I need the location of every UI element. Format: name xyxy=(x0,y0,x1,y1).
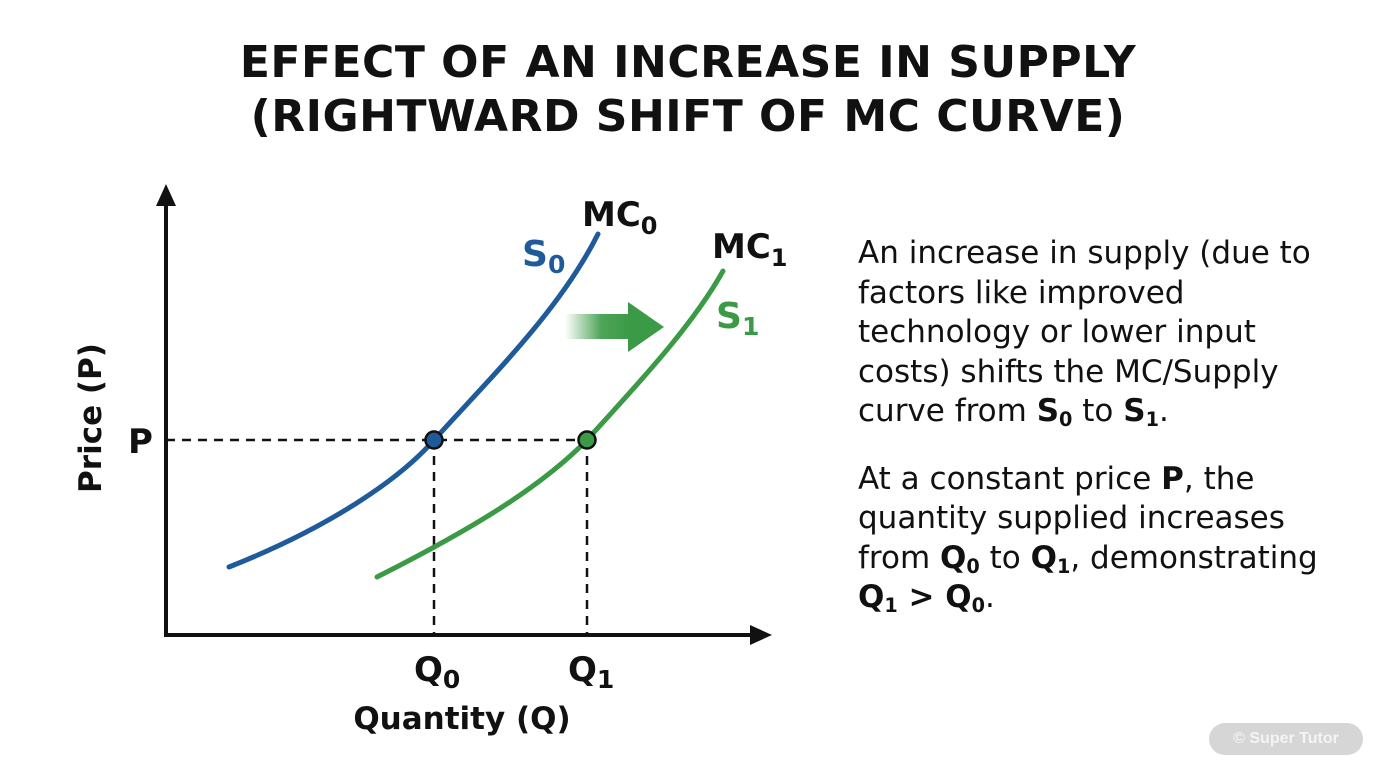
explanation-paragraph-2: At a constant price P, the quantity supp… xyxy=(858,460,1318,617)
shift-arrow-icon xyxy=(565,302,664,352)
price-tick-label: P xyxy=(128,422,153,462)
watermark-badge: © Super Tutor xyxy=(1209,723,1363,755)
y-axis-arrowhead xyxy=(156,184,176,206)
q1-tick-label: Q1 xyxy=(568,650,614,694)
page-title: EFFECT OF AN INCREASE IN SUPPLY (RIGHTWA… xyxy=(0,36,1376,144)
title-line-1: EFFECT OF AN INCREASE IN SUPPLY xyxy=(239,37,1137,88)
q0-tick-label: Q0 xyxy=(414,650,460,694)
mc1-label: MC1 xyxy=(712,227,788,272)
mc0-label: MC0 xyxy=(582,195,658,240)
explanation-paragraph-1: An increase in supply (due to factors li… xyxy=(858,235,1311,431)
title-line-2: (RIGHTWARD SHIFT OF MC CURVE) xyxy=(250,91,1126,142)
point-q1 xyxy=(577,430,597,450)
s1-label: S1 xyxy=(716,296,759,341)
x-axis-arrowhead xyxy=(750,625,772,645)
s1-curve xyxy=(374,268,726,580)
s0-label: S0 xyxy=(522,234,565,279)
explanation-text: An increase in supply (due to factors li… xyxy=(858,234,1338,646)
guide-lines xyxy=(166,438,589,635)
point-q0 xyxy=(424,430,444,450)
y-axis-title: Price (P) xyxy=(73,343,109,493)
s0-curve xyxy=(226,231,601,570)
axes xyxy=(156,184,772,645)
x-axis-title: Quantity (Q) xyxy=(353,701,570,737)
